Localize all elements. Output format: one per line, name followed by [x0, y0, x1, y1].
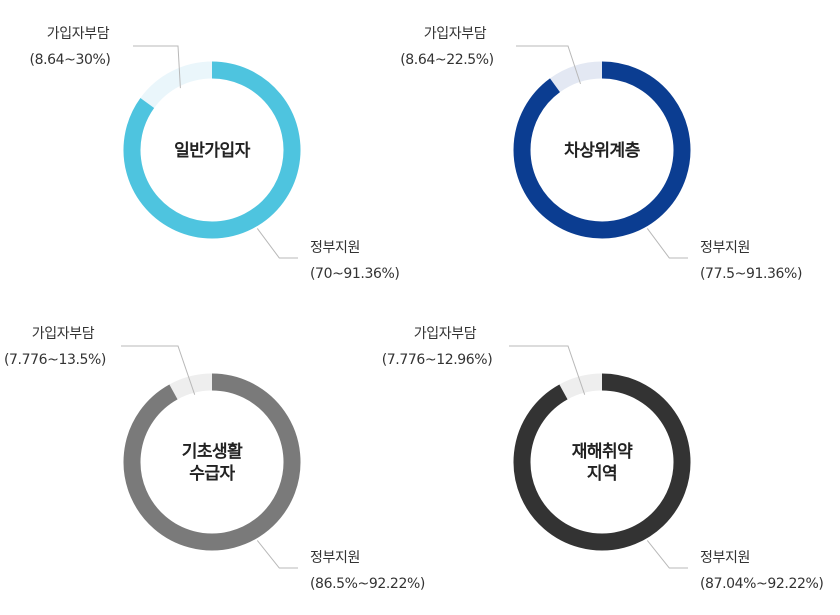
range-subscriber-burden: (7.776~13.5%)	[4, 352, 106, 368]
slice-subscriber-burden	[169, 373, 213, 400]
leader-line-bottom	[646, 540, 688, 569]
center-label: 지역	[587, 464, 617, 484]
label-subscriber-burden: 가입자부담	[47, 26, 110, 42]
donut-chart-1: 일반가입자 가입자부담 (8.64~30%) 정부지원 (70~91.36%)	[30, 26, 400, 282]
range-government-support: (77.5~91.36%)	[700, 266, 802, 282]
leader-line-top	[133, 45, 181, 89]
slice-government-support	[513, 373, 691, 551]
donut-chart-2: 차상위계층 가입자부담 (8.64~22.5%) 정부지원 (77.5~91.36%)	[400, 26, 802, 282]
label-subscriber-burden: 가입자부담	[424, 26, 487, 42]
label-subscriber-burden: 가입자부담	[414, 326, 477, 342]
range-subscriber-burden: (8.64~22.5%)	[400, 52, 494, 68]
center-label: 재해취약	[572, 441, 633, 462]
leader-line-bottom	[256, 228, 298, 259]
range-government-support: (87.04%~92.22%)	[700, 576, 823, 592]
range-government-support: (86.5%~92.22%)	[310, 576, 425, 592]
label-government-support: 정부지원	[700, 240, 750, 256]
leader-line-top	[509, 345, 586, 395]
slice-subscriber-burden	[559, 373, 603, 400]
slice-government-support	[513, 61, 691, 239]
label-government-support: 정부지원	[310, 240, 360, 256]
range-subscriber-burden: (8.64~30%)	[30, 52, 111, 68]
slice-subscriber-burden	[140, 61, 213, 109]
range-subscriber-burden: (7.776~12.96%)	[382, 352, 493, 368]
center-label: 기초생활	[182, 441, 243, 462]
center-label: 일반가입자	[174, 141, 251, 161]
label-government-support: 정부지원	[310, 550, 360, 566]
slice-government-support	[123, 61, 301, 239]
leader-line-top	[516, 45, 581, 85]
leader-line-top	[121, 345, 196, 395]
label-subscriber-burden: 가입자부담	[32, 326, 95, 342]
center-label: 차상위계층	[564, 141, 641, 161]
slice-government-support	[123, 373, 301, 551]
label-government-support: 정부지원	[700, 550, 750, 566]
range-government-support: (70~91.36%)	[310, 266, 399, 282]
leader-line-bottom	[646, 228, 688, 259]
center-label: 수급자	[189, 464, 235, 484]
leader-line-bottom	[256, 540, 298, 569]
